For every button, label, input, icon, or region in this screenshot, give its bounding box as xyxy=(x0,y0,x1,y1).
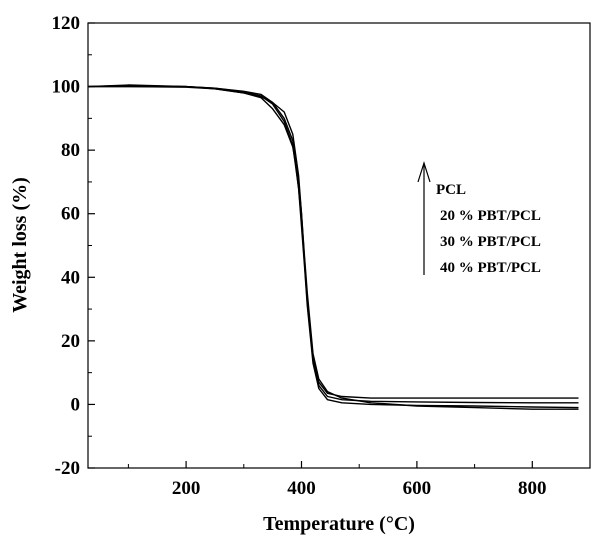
x-axis-ticks: 200 400 600 800 xyxy=(127,461,591,499)
y-axis-ticks: -20 0 20 40 60 80 100 120 xyxy=(52,13,95,479)
x-tick-label: 800 xyxy=(518,478,547,499)
y-tick-label: -20 xyxy=(55,458,80,479)
x-tick-label: 400 xyxy=(287,478,316,499)
x-tick-label: 200 xyxy=(172,478,201,499)
y-tick-label: 40 xyxy=(61,267,80,288)
legend-label-40-pbt-pcl: 40 % PBT/PCL xyxy=(440,260,541,276)
y-tick-label: 0 xyxy=(71,394,81,415)
y-tick-label: 20 xyxy=(61,331,80,352)
y-tick-label: 80 xyxy=(61,140,80,161)
y-tick-label: 100 xyxy=(52,77,81,98)
legend-label-20-pbt-pcl: 20 % PBT/PCL xyxy=(440,208,541,224)
series-layer xyxy=(87,84,579,410)
legend-label-pcl: PCL xyxy=(436,182,466,198)
y-axis-title: Weight loss (%) xyxy=(9,177,31,313)
x-axis-title: Temperature (°C) xyxy=(263,513,415,535)
series-line-4 xyxy=(87,84,579,410)
legend-arrow-head xyxy=(417,161,431,183)
x-tick-label: 600 xyxy=(403,478,432,499)
legend-label-30-pbt-pcl: 30 % PBT/PCL xyxy=(440,234,541,250)
legend-annotation: PCL 20 % PBT/PCL 30 % PBT/PCL 40 % PBT/P… xyxy=(417,161,541,276)
y-tick-label: 120 xyxy=(52,13,81,34)
y-tick-label: 60 xyxy=(61,204,80,225)
